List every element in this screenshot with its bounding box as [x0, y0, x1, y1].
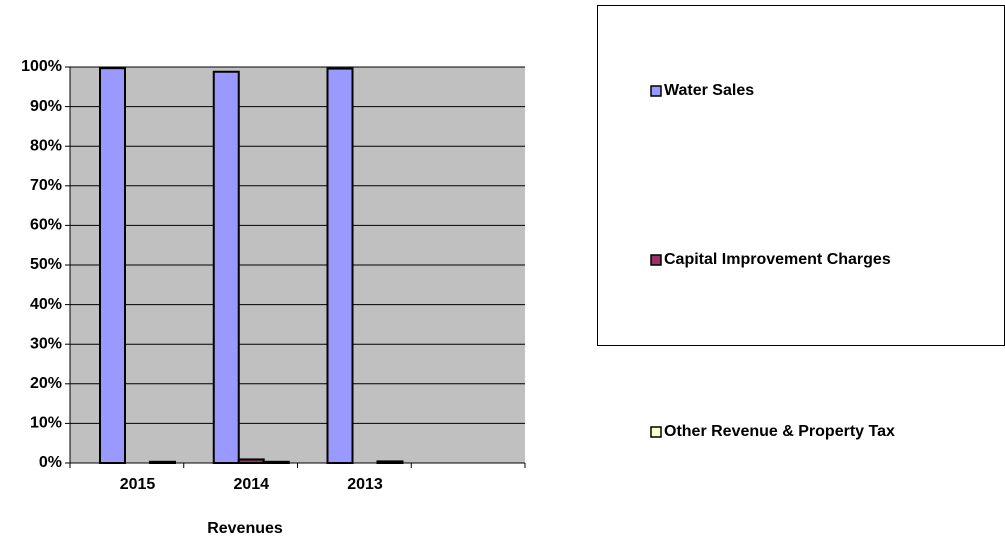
- bar: [326, 67, 354, 464]
- y-tick-label: 90%: [30, 98, 62, 115]
- legend-swatch: [650, 426, 662, 438]
- bar: [212, 70, 240, 464]
- y-tick-label: 20%: [30, 375, 62, 392]
- legend-swatch: [650, 85, 662, 97]
- bar: [99, 67, 126, 465]
- bar: [149, 460, 176, 465]
- y-tick-label: 30%: [30, 335, 62, 352]
- bar: [237, 458, 265, 465]
- x-axis-title: Revenues: [207, 520, 283, 537]
- legend-box: [597, 5, 1005, 346]
- y-tick-label: 40%: [30, 296, 62, 313]
- y-tick-label: 80%: [30, 137, 62, 154]
- legend-label: Other Revenue & Property Tax: [664, 423, 895, 440]
- bar: [376, 460, 404, 464]
- y-tick-label: 100%: [21, 58, 62, 75]
- bar: [262, 460, 290, 465]
- y-tick-label: 60%: [30, 217, 62, 234]
- legend-swatch: [650, 254, 662, 266]
- y-tick-label: 0%: [39, 454, 62, 471]
- y-tick-label: 50%: [30, 256, 62, 273]
- x-tick-label: 2015: [120, 476, 156, 493]
- legend-label: Capital Improvement Charges: [664, 251, 891, 268]
- x-tick-label: 2013: [347, 476, 383, 493]
- legend-label: Water Sales: [664, 82, 754, 99]
- y-tick-label: 10%: [30, 415, 62, 432]
- y-tick-label: 70%: [30, 177, 62, 194]
- x-tick-label: 2014: [233, 476, 269, 493]
